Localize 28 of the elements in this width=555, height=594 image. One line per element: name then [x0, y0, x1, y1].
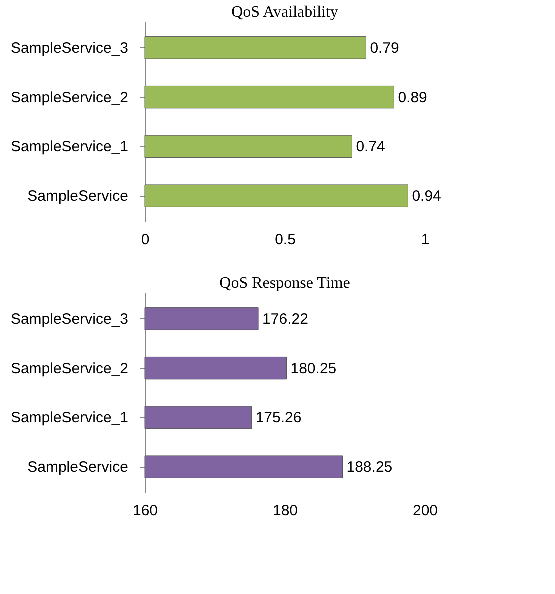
- x-tick-label: 0: [141, 232, 150, 248]
- y-tick-label: SampleService_1: [10, 410, 128, 427]
- y-tick-label: SampleService_3: [10, 310, 128, 328]
- x-tick-label: 200: [412, 502, 438, 520]
- x-tick-label: 1: [421, 232, 430, 248]
- y-tick-label: SampleService: [28, 188, 128, 206]
- y-tick-label: SampleService_2: [10, 89, 128, 106]
- data-label: 180.25: [290, 360, 337, 378]
- y-tick-label: SampleService_3: [10, 40, 128, 57]
- data-label: 175.26: [256, 410, 302, 427]
- bar: [144, 36, 366, 60]
- bar: [144, 135, 352, 158]
- y-tick-label: SampleService_1: [10, 138, 128, 156]
- data-label: 188.25: [346, 459, 393, 476]
- chart-title: QoS Response Time: [220, 275, 350, 292]
- x-tick-label: 180: [272, 502, 298, 520]
- data-label: 0.74: [356, 138, 386, 156]
- x-tick-label: 160: [132, 502, 158, 520]
- chart-title: QoS Availability: [232, 4, 338, 21]
- bar: [144, 184, 408, 208]
- bar: [144, 86, 394, 109]
- y-tick-label: SampleService_2: [10, 360, 128, 378]
- data-label: 0.94: [412, 188, 442, 206]
- data-label: 0.89: [398, 89, 428, 106]
- y-tick-label: SampleService: [28, 459, 128, 476]
- data-label: 176.22: [262, 310, 308, 328]
- x-tick-label: 0.5: [275, 232, 296, 248]
- data-label: 0.79: [370, 40, 400, 57]
